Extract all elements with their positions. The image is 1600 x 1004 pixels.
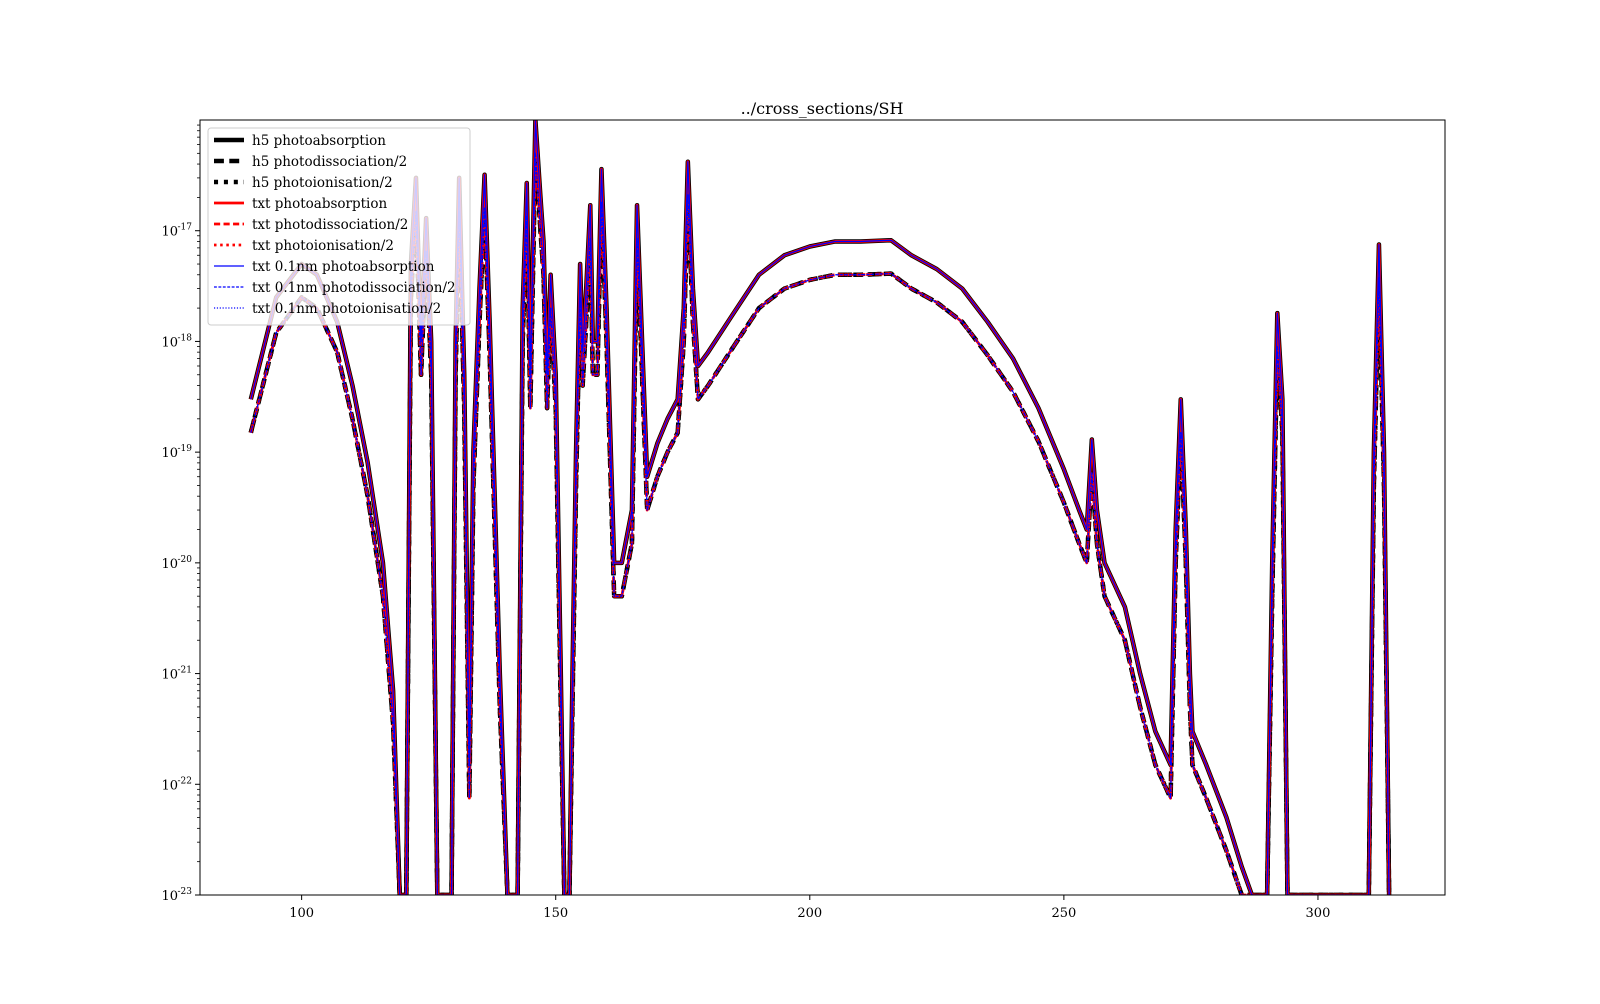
y-tick-exponent: -23: [178, 887, 193, 897]
legend: h5 photoabsorption h5 photodissociation/2…: [207, 127, 471, 326]
series-layer: [248, 120, 1392, 895]
legend-label-8: txt 0.1nm photodissociation/2: [252, 280, 456, 296]
y-tick-label: 10: [161, 335, 178, 350]
y-tick-exponent: -20: [178, 555, 193, 565]
y-tick-label: 10: [161, 778, 178, 793]
y-tick-label: 10: [161, 225, 178, 240]
legend-box: [207, 127, 471, 326]
y-tick-label: 10: [161, 557, 178, 572]
legend-label-2: h5 photodissociation/2: [252, 154, 407, 170]
y-tick-exponent: -18: [178, 333, 193, 343]
x-tick-label: 150: [543, 906, 568, 921]
x-tick-label: 300: [1306, 906, 1331, 921]
legend-label-1: h5 photoabsorption: [252, 133, 386, 149]
y-tick-label: 10: [161, 446, 178, 461]
x-tick-label: 250: [1051, 906, 1076, 921]
y-tick-exponent: -19: [178, 444, 193, 454]
series-line-9: [250, 152, 1390, 895]
x-tick-label: 100: [289, 906, 314, 921]
y-tick-label: 10: [161, 668, 178, 683]
y-tick-exponent: -17: [178, 223, 193, 233]
chart-title: ../cross_sections/SH: [741, 99, 904, 118]
legend-label-7: txt 0.1nm photoabsorption: [252, 259, 435, 275]
y-tick-exponent: -22: [178, 776, 193, 786]
plot-frame: [199, 119, 1446, 896]
x-axis: 100 150 200 250 300: [289, 895, 1330, 921]
legend-label-3: h5 photoionisation/2: [252, 175, 393, 191]
y-tick-label: 10: [161, 889, 178, 904]
legend-label-9: txt 0.1nm photoionisation/2: [252, 301, 441, 317]
legend-label-4: txt photoabsorption: [252, 196, 387, 212]
y-tick-exponent: -21: [178, 666, 193, 676]
x-tick-label: 200: [797, 906, 822, 921]
legend-label-6: txt photoionisation/2: [252, 238, 394, 254]
legend-label-5: txt photodissociation/2: [252, 217, 408, 233]
